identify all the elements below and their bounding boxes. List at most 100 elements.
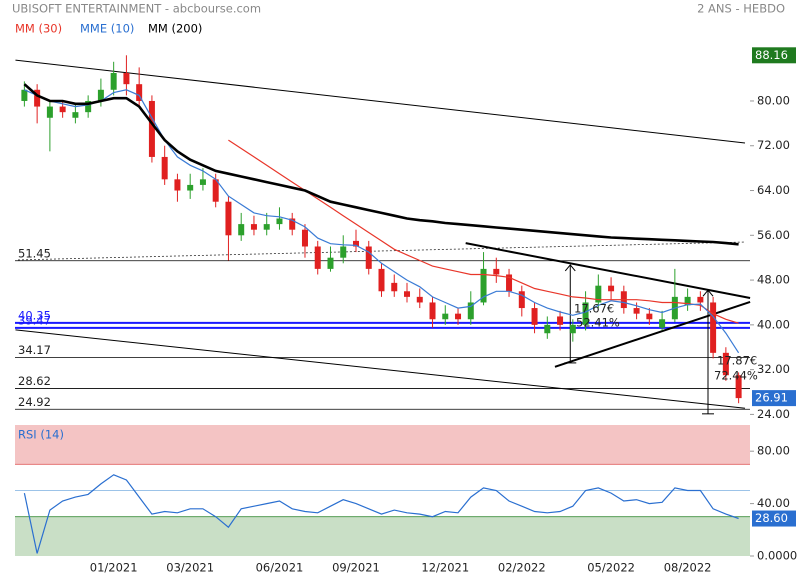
measure-arrow bbox=[564, 264, 576, 272]
candle-body bbox=[404, 291, 411, 297]
x-tick-label: 03/2021 bbox=[166, 561, 214, 575]
candle-body bbox=[493, 268, 500, 275]
candle-body bbox=[455, 313, 462, 320]
rsi-line bbox=[23, 474, 739, 554]
candle-body bbox=[161, 156, 168, 180]
candle-body bbox=[187, 184, 194, 191]
candle-body bbox=[85, 100, 92, 113]
candle-body bbox=[225, 201, 232, 236]
level-label: 51.45 bbox=[18, 246, 51, 260]
candle-body bbox=[684, 296, 691, 306]
rsi-zone bbox=[15, 516, 750, 556]
x-tick-label: 08/2022 bbox=[664, 561, 712, 575]
price-tag-label: 26.91 bbox=[755, 391, 788, 405]
candle-body bbox=[34, 89, 41, 107]
candle-body bbox=[212, 179, 219, 202]
y-tick-label: 64.00 bbox=[757, 183, 790, 197]
candle-body bbox=[416, 296, 423, 303]
candle-body bbox=[697, 296, 704, 303]
candle-body bbox=[467, 302, 474, 320]
candle-body bbox=[544, 324, 551, 334]
value-tag-label: 28.60 bbox=[755, 511, 788, 525]
ma-line bbox=[23, 83, 739, 246]
candle-body bbox=[659, 319, 666, 328]
candle-body bbox=[633, 308, 640, 314]
x-tick-label: 01/2021 bbox=[90, 561, 138, 575]
trendline bbox=[465, 242, 751, 299]
candle-body bbox=[518, 291, 525, 309]
candle-body bbox=[21, 89, 28, 101]
candle-body bbox=[595, 285, 602, 303]
candle-body bbox=[557, 316, 564, 325]
candle-body bbox=[569, 324, 576, 334]
candle-body bbox=[289, 218, 296, 230]
x-tick-label: 06/2021 bbox=[256, 561, 304, 575]
price-tag-label: 88.16 bbox=[755, 48, 788, 62]
y-tick-label: 40.00 bbox=[757, 317, 790, 331]
y-tick-label: 72.00 bbox=[757, 138, 790, 152]
rsi-zone bbox=[15, 425, 750, 465]
candle-body bbox=[314, 246, 321, 269]
y-tick-label: 24.00 bbox=[757, 407, 790, 421]
candle-body bbox=[174, 179, 181, 191]
candle-body bbox=[301, 229, 308, 247]
candle-body bbox=[722, 352, 729, 376]
level-label: 40.35 bbox=[18, 308, 51, 322]
candle-body bbox=[136, 84, 143, 101]
value-tag bbox=[752, 510, 796, 527]
level-label: 24.92 bbox=[18, 395, 51, 409]
candle-body bbox=[391, 282, 398, 292]
panel-title: RSI (14) bbox=[18, 428, 64, 442]
y-tick-label: 40.00 bbox=[757, 496, 790, 510]
candle-body bbox=[148, 100, 155, 157]
level-label: 34.17 bbox=[18, 343, 51, 357]
y-tick-label: 80.00 bbox=[757, 93, 790, 107]
y-tick-label: 32.00 bbox=[757, 362, 790, 376]
y-tick-label: 0.0000 bbox=[757, 549, 797, 563]
candle-body bbox=[735, 375, 742, 399]
annotation: 17.87€ bbox=[717, 354, 757, 368]
annotation: 72.44% bbox=[714, 369, 758, 383]
dotted-line bbox=[17, 241, 746, 261]
candle-body bbox=[582, 302, 589, 325]
candle-body bbox=[46, 106, 53, 118]
period-label: 2 ANS - HEBDO bbox=[697, 2, 785, 16]
legend-entry: MM (30) bbox=[15, 22, 62, 36]
trendline bbox=[15, 329, 746, 409]
candle-body bbox=[340, 246, 347, 258]
y-tick-label: 48.00 bbox=[757, 273, 790, 287]
candle-body bbox=[263, 224, 270, 230]
candle-body bbox=[710, 302, 717, 353]
price-tag bbox=[752, 47, 796, 64]
ma-line bbox=[24, 89, 740, 354]
y-tick-label: 80.00 bbox=[757, 444, 790, 458]
trendline bbox=[15, 59, 746, 144]
legend-entry: MM (200) bbox=[148, 22, 202, 36]
x-tick-label: 09/2021 bbox=[332, 561, 380, 575]
candle-body bbox=[72, 112, 79, 118]
candle-body bbox=[110, 72, 117, 90]
ma-line bbox=[228, 139, 739, 324]
candle-body bbox=[123, 72, 130, 85]
x-tick-label: 02/2022 bbox=[498, 561, 546, 575]
candle-body bbox=[250, 224, 257, 230]
candle-body bbox=[531, 308, 538, 325]
x-tick-label: 12/2021 bbox=[421, 561, 469, 575]
annotation: 17.67€ bbox=[574, 302, 614, 316]
measure-arrow bbox=[702, 289, 714, 297]
candle-body bbox=[646, 313, 653, 320]
candle-body bbox=[378, 268, 385, 292]
price-tag bbox=[752, 390, 796, 407]
candle-body bbox=[352, 240, 359, 247]
candle-body bbox=[276, 218, 283, 225]
candle-body bbox=[365, 246, 372, 269]
candle-body bbox=[506, 274, 513, 292]
annotation: 52.41% bbox=[576, 316, 620, 330]
y-tick-label: 56.00 bbox=[757, 228, 790, 242]
candle-body bbox=[429, 302, 436, 320]
trendline bbox=[554, 300, 751, 368]
candle-body bbox=[238, 224, 245, 236]
candle-body bbox=[608, 285, 615, 292]
